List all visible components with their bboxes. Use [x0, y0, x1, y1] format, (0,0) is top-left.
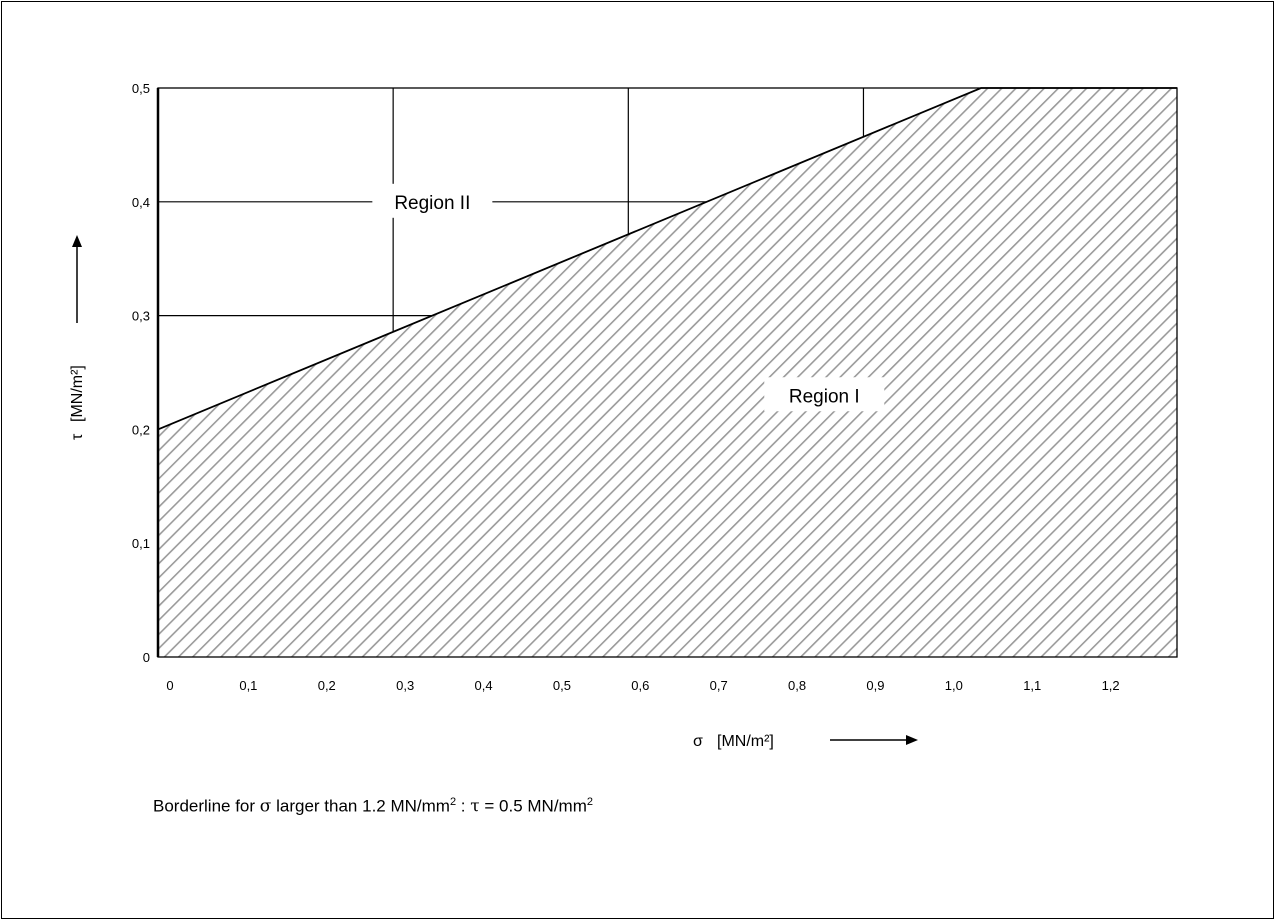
y-axis-unit: [MN/m²] [69, 365, 86, 422]
y-tick-label: 0,5 [132, 81, 150, 96]
x-tick-label: 1,1 [1023, 678, 1041, 693]
y-tick-label: 0,3 [132, 309, 150, 324]
y-tick-label: 0,2 [132, 422, 150, 437]
x-tick-label: 0,4 [474, 678, 492, 693]
x-axis-arrow-icon [906, 735, 918, 745]
region-label: Region I [789, 386, 860, 407]
x-tick-label: 0,1 [239, 678, 257, 693]
x-tick-label: 0,5 [553, 678, 571, 693]
x-tick-label: 0,8 [788, 678, 806, 693]
x-tick-label: 0,7 [710, 678, 728, 693]
region-label-background [764, 377, 885, 412]
region-label-background [372, 183, 493, 218]
y-tick-label: 0 [143, 650, 150, 665]
y-tick-label: 0,4 [132, 195, 150, 210]
region-i-hatch [158, 88, 1177, 657]
x-axis-symbol: σ [693, 733, 703, 750]
y-axis-symbol: τ [69, 433, 86, 440]
borderline-curve [157, 87, 1177, 431]
x-tick-label: 1,2 [1102, 678, 1120, 693]
y-tick-label: 0,1 [132, 536, 150, 551]
x-tick-label: 0 [166, 678, 173, 693]
x-tick-label: 0,6 [631, 678, 649, 693]
y-axis-label-group: τ [MN/m²] [69, 365, 86, 440]
x-tick-label: 0,9 [866, 678, 884, 693]
x-tick-label: 1,0 [945, 678, 963, 693]
x-axis-unit: [MN/m²] [717, 733, 774, 750]
region-label: Region II [394, 193, 470, 214]
y-axis-arrow-icon [72, 235, 82, 247]
footnote: Borderline for σ larger than 1.2 MN/mm2 … [153, 796, 593, 817]
x-tick-label: 0,3 [396, 678, 414, 693]
x-tick-label: 0,2 [318, 678, 336, 693]
